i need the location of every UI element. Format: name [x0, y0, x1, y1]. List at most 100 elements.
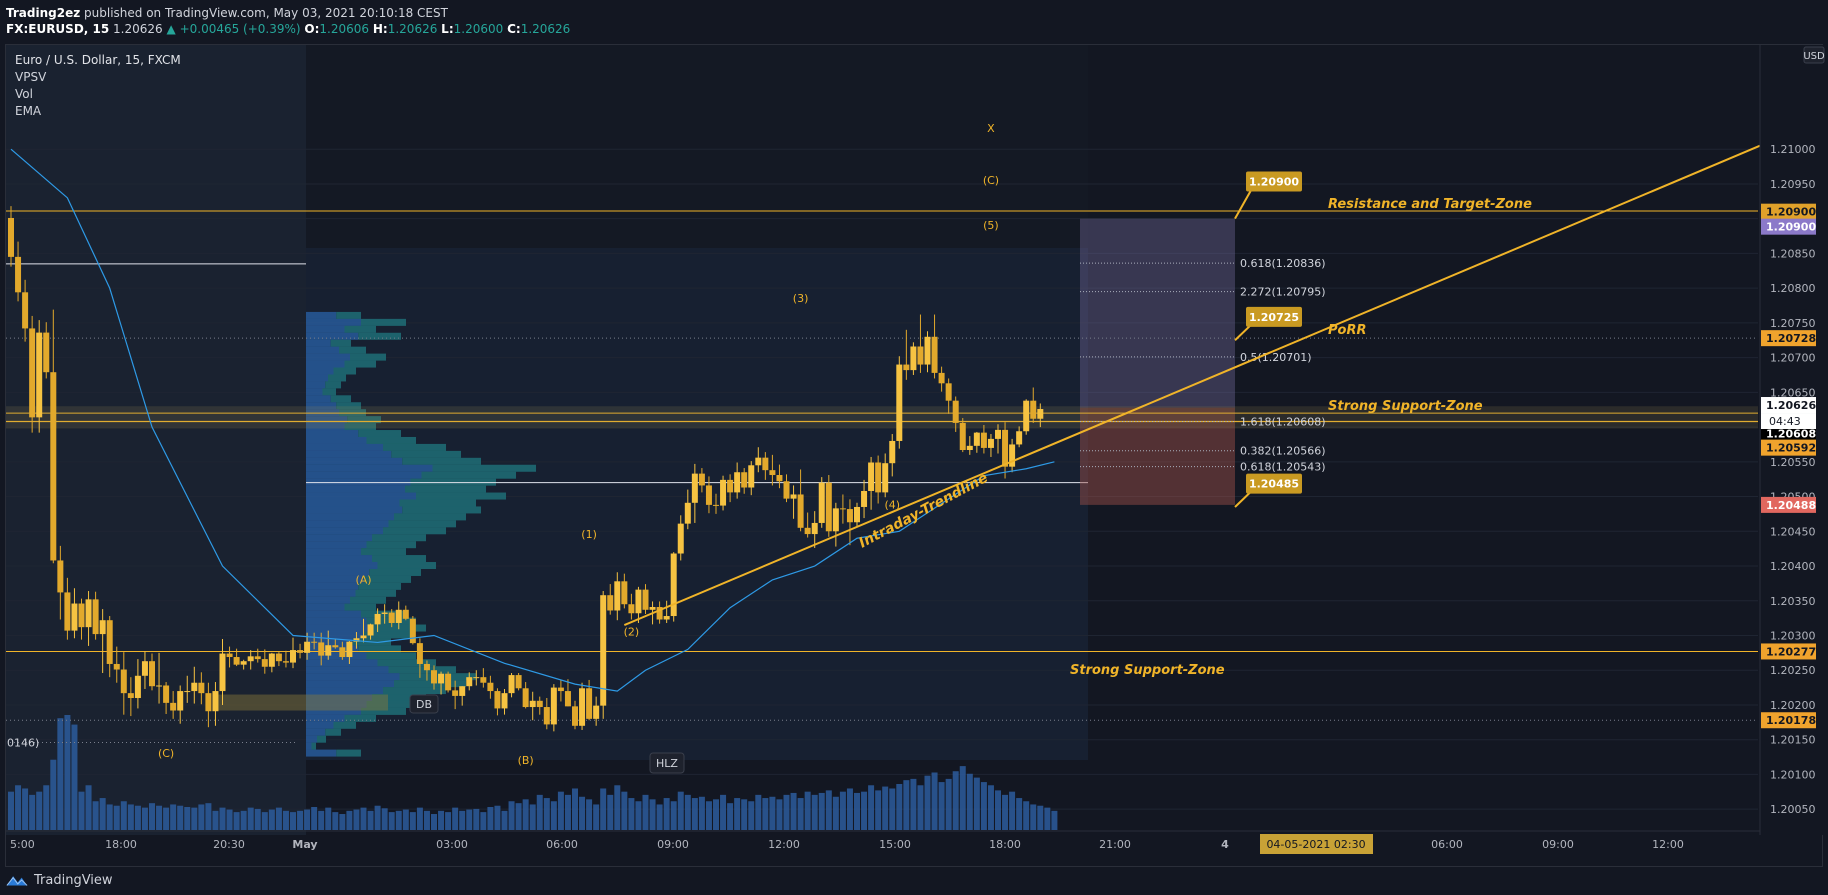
volume-profile-bar	[358, 430, 401, 438]
candle-body	[452, 690, 459, 696]
volume-bar	[50, 759, 57, 830]
volume-profile-bar	[391, 450, 461, 458]
footer-brand[interactable]: TradingView	[34, 872, 113, 888]
candle-body	[987, 438, 994, 448]
volume-profile-bar	[339, 346, 366, 354]
volume-profile-bar	[311, 742, 316, 750]
price-axis-label: 1.20728	[1766, 332, 1816, 345]
candle-body	[261, 659, 268, 667]
candle-body	[776, 475, 783, 482]
wave-labels: X (C) (5) (3) (4) (1) (2) (A) (B) (C)	[158, 122, 999, 767]
time-tick: 15:00	[879, 838, 911, 851]
volume-profile-bar	[344, 325, 376, 333]
candle-body	[727, 479, 734, 493]
candle-body	[290, 650, 296, 663]
candle-body	[966, 445, 973, 451]
volume-profile-bar	[306, 318, 361, 326]
volume-bar	[198, 804, 205, 830]
volume-bar	[677, 791, 684, 830]
volume-profile-bar	[306, 457, 403, 465]
volume-bar	[367, 810, 374, 830]
price-axis-label: 1.20900	[1766, 221, 1816, 234]
volume-profile-bar	[402, 457, 481, 465]
candle-body	[480, 677, 487, 683]
price-axis-label-bg	[1761, 643, 1816, 660]
candle-body	[804, 527, 811, 535]
volume-bar	[995, 790, 1001, 830]
candle-body	[720, 479, 727, 506]
candle-body	[22, 292, 29, 329]
time-tick: 5:00	[10, 838, 35, 851]
ema-line	[10, 148, 1055, 692]
candle-body	[501, 693, 508, 709]
volume-bar	[875, 790, 882, 830]
volume-profile-bar	[377, 659, 436, 667]
fib-levels: 0.618(1.20836) 2.272(1.20795) 0.5(1.20701)…	[1080, 257, 1326, 474]
price-axis-label: 1.20178	[1766, 714, 1816, 727]
volume-bar	[416, 807, 423, 830]
volume-bar	[642, 794, 649, 830]
volume-bar	[649, 799, 656, 830]
candle-body	[325, 645, 332, 656]
volume-bar	[275, 807, 282, 830]
close-label: C:	[507, 22, 521, 36]
candle-body	[445, 673, 452, 691]
price-axis-label-bg	[1761, 330, 1816, 347]
volume-profile-bar	[317, 735, 326, 743]
volume-bar	[818, 792, 825, 830]
hlz-tag: HLZ	[656, 757, 678, 770]
volume-profile-bar	[306, 541, 367, 549]
candle-body	[191, 682, 198, 692]
volume-profile-bar	[306, 402, 337, 410]
volume-bar	[240, 810, 247, 830]
candle-body	[656, 607, 663, 620]
candle-body	[163, 685, 170, 703]
legend-indicator-ema[interactable]: EMA	[15, 104, 42, 118]
candle-body	[1037, 409, 1044, 419]
volume-bar	[452, 807, 459, 830]
callout-price: 1.20900	[1249, 175, 1299, 188]
volume-bar	[268, 809, 275, 830]
volume-profile-bar	[416, 492, 506, 500]
volume-profile-bar	[388, 666, 456, 674]
volume-bar	[959, 766, 966, 830]
candle-body	[663, 616, 670, 620]
volume-bar	[903, 780, 910, 830]
volume-bar	[593, 804, 600, 830]
candle-body	[832, 508, 839, 532]
volume-profile-bar	[306, 492, 416, 500]
publisher-name[interactable]: Trading2ez	[6, 6, 81, 20]
support-band	[6, 406, 1758, 429]
volume-profile-bar	[358, 645, 401, 653]
high-value: 1.20626	[387, 22, 438, 36]
legend-title[interactable]: Euro / U.S. Dollar, 15, FXCM	[15, 53, 181, 67]
volume-profile-bar	[388, 520, 456, 528]
volume-profile-bar	[306, 617, 367, 625]
volume-bar	[832, 796, 839, 830]
candle-body	[783, 481, 790, 499]
volume-bar	[882, 786, 889, 830]
volume-profile-bar	[306, 735, 317, 743]
volume-profile-bar	[306, 423, 345, 431]
chart-header: Trading2ez published on TradingView.com,…	[0, 0, 1828, 42]
volume-profile-bar	[344, 714, 376, 722]
price-axis-label-bg	[1761, 397, 1816, 414]
candle-body	[889, 440, 896, 464]
candle-body	[388, 612, 395, 623]
price-tick: 1.20650	[1770, 386, 1816, 399]
legend-indicator-vol[interactable]: Vol	[15, 87, 33, 101]
volume-profile-bar	[325, 728, 341, 736]
countdown-label: 04:43	[1769, 415, 1801, 428]
volume-bar	[381, 808, 388, 830]
close-value: 1.20626	[520, 22, 571, 36]
volume-bar	[713, 799, 719, 830]
volume-profile-bar	[306, 346, 339, 354]
price-tick: 1.20750	[1770, 317, 1816, 330]
price-tick: 1.20200	[1770, 699, 1816, 712]
time-tick: 18:00	[989, 838, 1021, 851]
candle-body	[254, 656, 261, 660]
volume-bar	[487, 807, 494, 830]
legend-indicator-vpsv[interactable]: VPSV	[15, 70, 47, 84]
volume-profile-bar	[344, 423, 376, 431]
